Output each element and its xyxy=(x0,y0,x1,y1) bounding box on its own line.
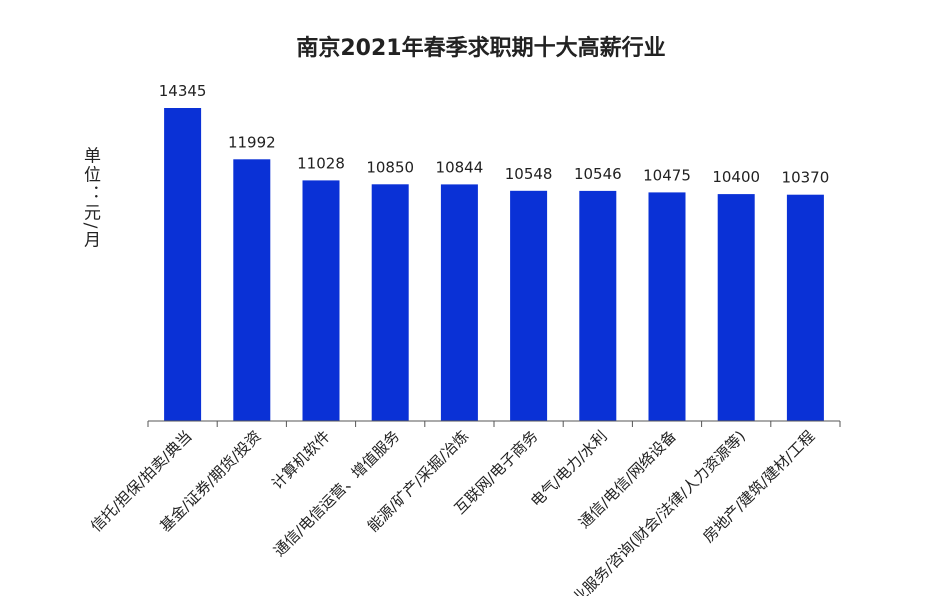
bar xyxy=(510,190,548,421)
y-axis-label: 单位：元/月 xyxy=(80,147,101,250)
bar xyxy=(302,180,340,421)
data-labels: 14345 11992 11028 10850 10844 10548 10546 10475… xyxy=(159,82,830,187)
data-label: 11992 xyxy=(228,133,276,151)
category-label: 计算机软件 xyxy=(268,427,334,493)
data-label: 10548 xyxy=(505,165,553,183)
y-axis-title: 单位：元/月 xyxy=(80,147,101,250)
bar xyxy=(371,184,409,421)
data-label: 10844 xyxy=(436,158,484,176)
category-label: 通信/电信运营、增值服务 xyxy=(270,427,403,560)
data-label: 10370 xyxy=(782,169,830,187)
bar xyxy=(579,190,617,421)
data-label: 11028 xyxy=(297,154,345,172)
data-label: 10850 xyxy=(366,158,414,176)
data-label: 10400 xyxy=(712,168,760,186)
chart-title: 南京2021年春季求职期十大高薪行业 xyxy=(296,35,665,61)
bar-series xyxy=(164,108,824,422)
x-axis xyxy=(147,420,841,427)
data-label: 14345 xyxy=(159,82,207,100)
bar xyxy=(233,159,271,422)
bar xyxy=(648,192,686,421)
bar xyxy=(717,194,755,421)
bar xyxy=(440,184,478,421)
data-label: 10546 xyxy=(574,165,622,183)
bar xyxy=(164,108,202,421)
bar xyxy=(786,194,824,421)
data-label: 10475 xyxy=(643,166,691,184)
